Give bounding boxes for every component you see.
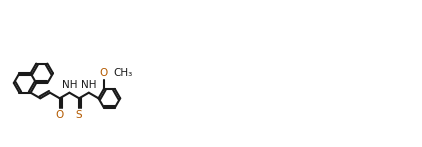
Text: NH: NH [81,80,97,90]
Text: O: O [100,68,108,78]
Text: NH: NH [62,80,77,90]
Text: O: O [56,110,64,120]
Text: CH₃: CH₃ [114,68,133,78]
Text: S: S [76,110,82,120]
